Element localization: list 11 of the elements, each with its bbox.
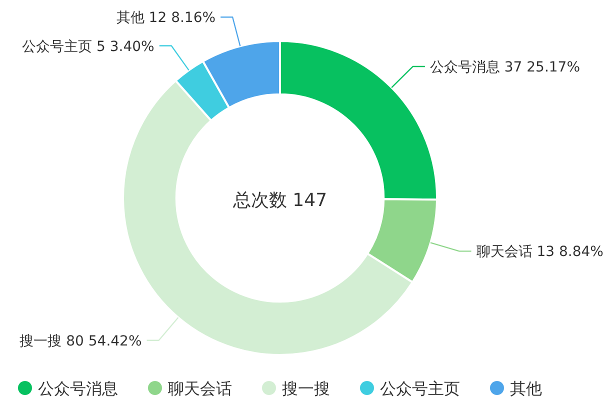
slice-label: 公众号主页 5 3.40% xyxy=(22,38,154,55)
slice-label: 公众号消息 37 25.17% xyxy=(430,59,580,76)
legend-label: 公众号消息 xyxy=(38,379,118,398)
center-label: 总次数 147 xyxy=(232,190,328,211)
legend-label: 搜一搜 xyxy=(282,379,330,398)
legend-label: 聊天会话 xyxy=(168,379,232,398)
legend-label: 其他 xyxy=(510,379,542,398)
slice-label: 搜一搜 80 54.42% xyxy=(20,333,142,350)
legend-label: 公众号主页 xyxy=(380,379,460,398)
slice-label: 聊天会话 13 8.84% xyxy=(476,244,604,260)
slice-label: 其他 12 8.16% xyxy=(116,10,216,26)
